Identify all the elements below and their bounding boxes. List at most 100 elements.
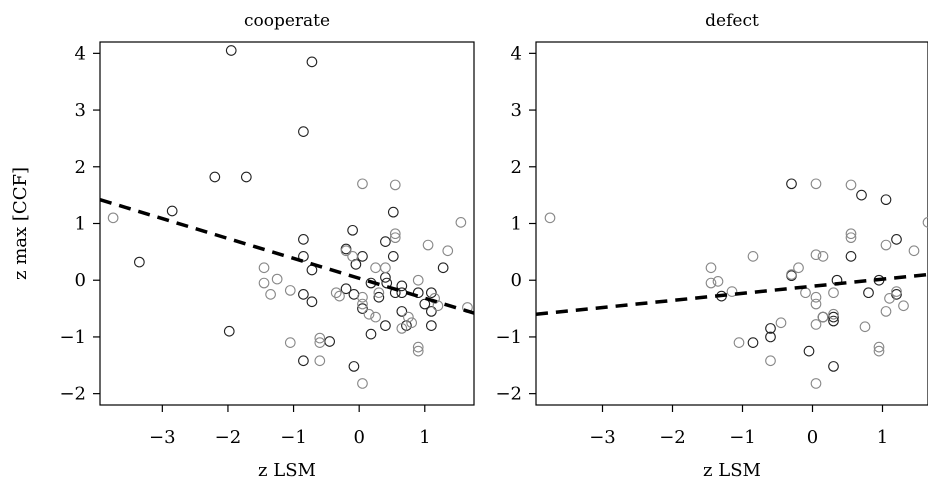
data-point: [357, 298, 368, 310]
data-point: [396, 323, 408, 334]
data-point: [863, 287, 874, 299]
data-point: [357, 378, 368, 389]
trend-line: [536, 272, 928, 316]
y-tick-label: 1: [511, 214, 522, 235]
y-tick-label: −1: [59, 327, 86, 348]
data-point: [306, 296, 318, 308]
x-tick-label: −1: [729, 427, 756, 448]
data-point: [891, 286, 902, 297]
data-point: [793, 262, 804, 274]
data-point: [373, 291, 385, 303]
x-tick-label: 0: [353, 427, 364, 448]
data-point: [922, 217, 928, 228]
data-point: [817, 251, 829, 262]
data-point: [455, 217, 467, 228]
y-tick-label: 1: [75, 214, 86, 235]
data-point: [747, 251, 759, 262]
x-tick-label: 0: [807, 427, 818, 448]
y-axis-label: z max [CCF]: [10, 167, 31, 280]
data-point: [426, 320, 437, 331]
data-point: [373, 287, 385, 299]
data-point: [271, 273, 283, 285]
data-point: [873, 345, 885, 357]
trend-line: [100, 198, 474, 315]
data-point: [712, 276, 724, 287]
data-point: [747, 337, 759, 348]
data-point: [380, 320, 391, 331]
data-point: [726, 286, 738, 297]
data-point: [705, 262, 717, 274]
data-point: [258, 262, 270, 274]
data-point: [314, 337, 326, 348]
y-tick-label: 4: [75, 43, 86, 64]
data-point: [786, 269, 797, 280]
data-point: [422, 239, 434, 251]
data-point: [396, 280, 408, 292]
data-point: [880, 306, 892, 317]
data-point: [357, 251, 368, 262]
data-point: [845, 251, 857, 262]
data-point: [223, 325, 235, 337]
data-point: [810, 249, 822, 261]
data-point: [107, 212, 119, 224]
y-tick-label: 0: [511, 270, 522, 291]
data-point: [330, 287, 342, 299]
data-point: [284, 337, 296, 348]
data-point: [412, 345, 424, 357]
data-point: [828, 287, 839, 299]
data-point: [810, 319, 822, 330]
data-point: [387, 251, 399, 262]
data-point: [810, 298, 822, 310]
data-point: [845, 179, 857, 191]
data-point: [810, 178, 822, 190]
data-point: [891, 234, 902, 245]
plot-frame: [99, 41, 475, 406]
y-tick-label: 2: [511, 157, 522, 178]
data-point: [298, 251, 309, 262]
data-point: [334, 290, 345, 302]
data-point: [381, 277, 393, 289]
data-point: [908, 245, 920, 257]
data-point: [370, 311, 381, 323]
y-tick-label: 3: [511, 100, 522, 121]
data-point: [856, 189, 867, 201]
data-point: [828, 311, 839, 323]
data-point: [803, 345, 815, 357]
data-point: [380, 236, 391, 247]
data-point: [209, 171, 221, 183]
data-point: [705, 277, 717, 289]
y-tick-label: 4: [511, 43, 522, 64]
data-point: [389, 179, 401, 191]
x-tick-label: −3: [589, 427, 616, 448]
data-point: [314, 355, 326, 367]
data-point: [406, 317, 418, 329]
data-point: [357, 291, 368, 303]
data-point: [340, 283, 352, 295]
data-point: [426, 287, 437, 299]
y-tick-label: −2: [495, 384, 522, 405]
data-point: [306, 56, 318, 68]
data-point: [828, 308, 839, 320]
data-point: [544, 212, 556, 224]
y-tick-label: 2: [75, 157, 86, 178]
data-point: [880, 239, 892, 251]
data-point: [426, 306, 437, 317]
data-point: [265, 289, 276, 300]
data-point: [357, 178, 368, 190]
data-point: [412, 341, 424, 353]
data-point: [225, 45, 237, 56]
data-point: [396, 306, 408, 317]
data-point: [357, 303, 368, 314]
data-point: [389, 232, 401, 244]
data-point: [765, 355, 776, 367]
data-point: [898, 300, 909, 312]
x-tick-label: −2: [215, 427, 242, 448]
data-point: [387, 206, 399, 218]
data-point: [810, 291, 822, 303]
data-point: [363, 308, 375, 320]
data-point: [800, 287, 811, 299]
data-point: [314, 332, 326, 344]
chart-title: cooperate: [244, 11, 330, 31]
data-point: [298, 234, 309, 245]
data-point: [733, 337, 745, 348]
